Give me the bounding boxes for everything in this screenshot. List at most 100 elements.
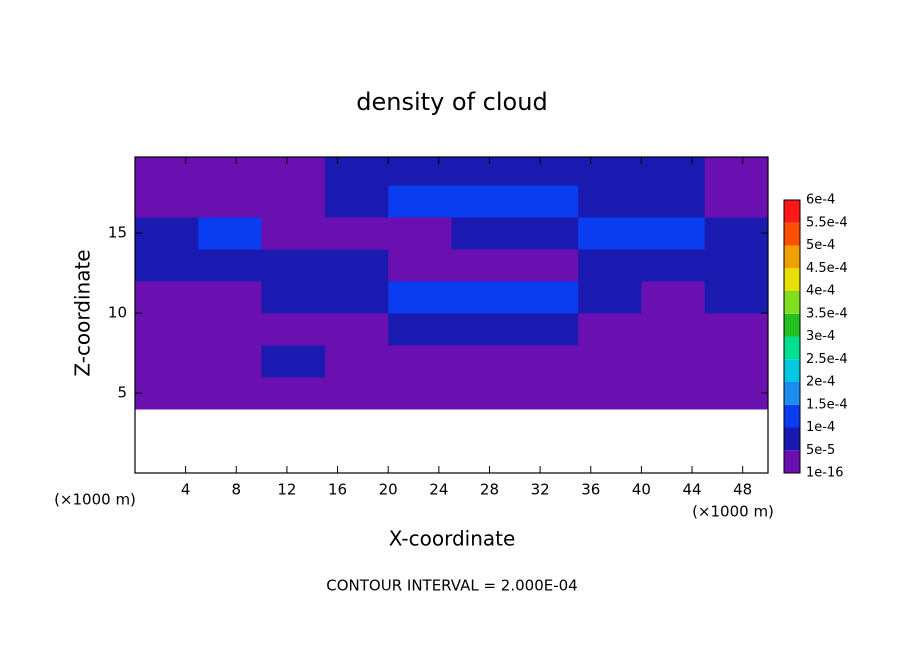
contour-cell — [578, 217, 642, 250]
x-tick-label: 28 — [480, 481, 499, 499]
contour-cell — [388, 249, 452, 282]
x-tick-label: 44 — [682, 481, 701, 499]
x-tick-label: 20 — [379, 481, 398, 499]
contour-cell — [641, 185, 706, 218]
x-tick-label: 48 — [733, 481, 752, 499]
colorbar-band — [784, 222, 800, 246]
contour-cell — [135, 217, 199, 250]
contour-cell — [451, 345, 516, 378]
colorbar-label: 6e-4 — [806, 193, 835, 208]
contour-cell — [324, 313, 389, 346]
contour-cell — [641, 249, 706, 282]
contour-cell — [704, 313, 768, 346]
contour-cell — [135, 249, 199, 282]
contour-cell — [578, 281, 642, 314]
colorbar-band — [784, 404, 800, 428]
contour-cell — [704, 157, 768, 186]
y-tick-label: 10 — [108, 304, 127, 322]
contour-cell — [135, 185, 199, 218]
contour-cell — [388, 185, 452, 218]
contour-cell — [324, 345, 389, 378]
contour-cell — [514, 313, 579, 346]
contour-cell — [324, 185, 389, 218]
x-tick-label: 36 — [581, 481, 600, 499]
x-tick-label: 16 — [328, 481, 347, 499]
contour-cell — [198, 185, 263, 218]
colorbar-band — [784, 382, 800, 405]
contour-cell — [451, 313, 516, 346]
colorbar-label: 3.5e-4 — [806, 306, 848, 321]
x-tick-label: 4 — [181, 481, 191, 499]
contour-cell — [135, 157, 199, 186]
contour-cell — [135, 345, 199, 378]
y-tick-label: 15 — [108, 224, 127, 242]
contour-cell — [135, 281, 199, 314]
colorbar-band — [784, 200, 800, 223]
contour-cell — [261, 313, 326, 346]
colorbar-label: 3e-4 — [806, 329, 835, 344]
x-tick-label: 8 — [232, 481, 242, 499]
x-axis-label: X-coordinate — [389, 527, 516, 551]
contour-cell — [704, 217, 768, 250]
colorbar-label: 1.5e-4 — [806, 397, 848, 412]
contour-cell — [578, 157, 642, 186]
colorbar-frame — [783, 199, 801, 474]
contour-cell — [198, 281, 263, 314]
contour-cell — [704, 377, 768, 410]
contour-cell — [261, 157, 326, 186]
y-axis-label: Z-coordinate — [71, 249, 95, 376]
colorbar-band — [784, 359, 800, 382]
contour-cell — [578, 313, 642, 346]
contour-cell — [324, 157, 389, 186]
x-unit-label: (×1000 m) — [692, 503, 774, 521]
contour-cell — [641, 313, 706, 346]
contour-cell — [704, 281, 768, 314]
contour-cell — [198, 377, 263, 410]
contour-cell — [514, 377, 579, 410]
contour-cell — [578, 345, 642, 378]
contour-cell — [641, 345, 706, 378]
colorbar-label: 1e-4 — [806, 420, 835, 435]
contour-cell — [324, 217, 389, 250]
colorbar-label: 4e-4 — [806, 284, 835, 299]
contour-cell — [704, 345, 768, 378]
contour-cell — [641, 217, 706, 250]
contour-cell — [261, 281, 326, 314]
contour-cell — [578, 249, 642, 282]
contour-cell — [261, 217, 326, 250]
contour-cell — [514, 249, 579, 282]
contour-cell — [451, 217, 516, 250]
colorbar-band — [784, 245, 800, 269]
contour-cell — [514, 217, 579, 250]
colorbar-band — [784, 268, 800, 291]
contour-field — [135, 157, 768, 410]
colorbar-label: 4.5e-4 — [806, 261, 848, 276]
contour-cell — [261, 249, 326, 282]
contour-cell — [198, 345, 263, 378]
contour-cell — [388, 345, 452, 378]
plot-frame — [134, 156, 769, 474]
contour-cell — [388, 377, 452, 410]
x-tick-label: 40 — [632, 481, 651, 499]
contour-cell — [514, 157, 579, 186]
contour-cell — [451, 377, 516, 410]
contour-cell — [261, 185, 326, 218]
colorbar-band — [784, 336, 800, 360]
colorbar-band — [784, 313, 800, 337]
x-tick-label: 24 — [429, 481, 448, 499]
contour-cell — [578, 185, 642, 218]
contour-cell — [451, 281, 516, 314]
contour-cell — [324, 281, 389, 314]
contour-cell — [451, 185, 516, 218]
contour-cell — [135, 377, 199, 410]
contour-cell — [198, 217, 263, 250]
contour-cell — [388, 281, 452, 314]
contour-cell — [514, 185, 579, 218]
contour-cell — [324, 377, 389, 410]
x-tick-label: 12 — [277, 481, 296, 499]
contour-cell — [451, 157, 516, 186]
contour-cell — [198, 313, 263, 346]
contour-cell — [135, 313, 199, 346]
contour-cell — [641, 281, 706, 314]
contour-cell — [261, 345, 326, 378]
